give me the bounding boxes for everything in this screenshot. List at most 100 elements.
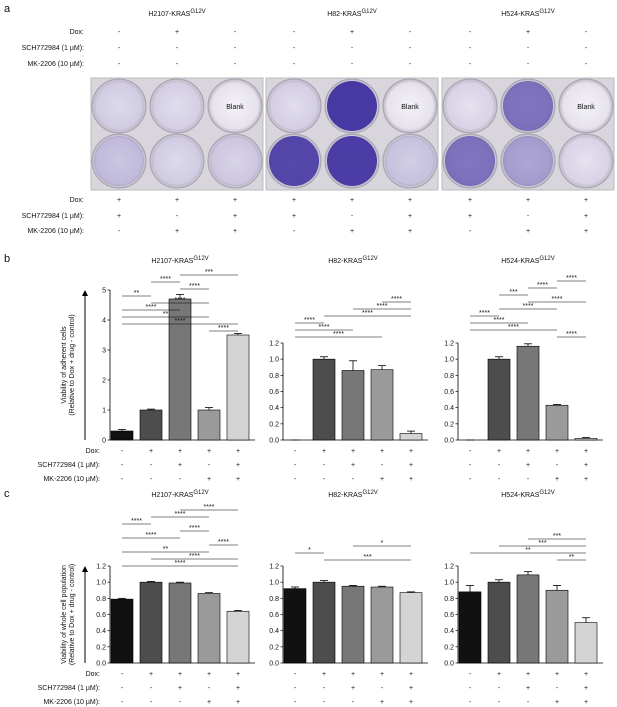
sign: - [352, 699, 355, 706]
significance-label: **** [523, 303, 534, 310]
y-tick-label: 0.2 [269, 644, 279, 651]
sign: - [150, 462, 153, 469]
bar [516, 345, 540, 441]
sign: + [236, 685, 240, 692]
well [558, 78, 614, 134]
sign: - [176, 45, 179, 52]
significance-label: **** [131, 518, 142, 525]
sign: + [233, 213, 237, 220]
treatment-label: Dox: [70, 29, 84, 36]
treatment-label: MK-2206 (10 µM): [27, 228, 84, 235]
sign: - [498, 476, 501, 483]
y-tick-label: 0.2 [444, 421, 454, 428]
stain [445, 81, 495, 131]
sign: - [556, 462, 559, 469]
sign: + [178, 462, 182, 469]
bar [399, 433, 423, 441]
title-sup: G12V [361, 9, 376, 15]
treatment-label: SCH772984 (1 µM): [38, 462, 100, 469]
sign: + [584, 476, 588, 483]
stain [269, 81, 319, 131]
significance-label: ** [525, 547, 531, 554]
title-sup: G12V [362, 490, 377, 496]
bar [574, 438, 598, 441]
sign: + [584, 213, 588, 220]
significance-label: ** [569, 554, 575, 561]
title-main: H82-KRAS [327, 11, 362, 18]
chart-title: H82-KRASG12V [328, 490, 378, 499]
sign: + [584, 462, 588, 469]
sign: + [555, 671, 559, 678]
bar [168, 582, 192, 664]
sign: + [555, 699, 559, 706]
sign: - [118, 45, 121, 52]
sign: + [584, 699, 588, 706]
sign: + [175, 197, 179, 204]
y-tick-label: 0.8 [96, 596, 106, 603]
stain [385, 136, 435, 186]
sign: - [208, 462, 211, 469]
y-axis-label: (Relative to Dox + drug - control) [69, 314, 76, 415]
title-main: H82-KRAS [328, 258, 363, 265]
title-main: H2107-KRAS [151, 492, 193, 499]
chart-title: H524-KRASG12V [501, 9, 554, 18]
sign: - [585, 61, 588, 68]
panel-label: b [4, 253, 10, 265]
significance-label: **** [189, 283, 200, 290]
sign: + [236, 476, 240, 483]
y-tick-label: 0.0 [269, 661, 279, 668]
sign: - [556, 685, 559, 692]
y-tick-label: 5 [102, 288, 106, 295]
y-axis-label: Viability of whole cell population [61, 565, 68, 664]
stain [152, 81, 202, 131]
y-tick-label: 0.0 [96, 661, 106, 668]
sign: + [526, 197, 530, 204]
bar [545, 589, 569, 664]
y-tick-label: 1 [102, 408, 106, 415]
significance-label: **** [146, 532, 157, 539]
bar [341, 370, 365, 441]
title-main: H524-KRAS [501, 11, 539, 18]
sign: + [380, 671, 384, 678]
y-tick-label: 1.0 [269, 580, 279, 587]
y-tick-label: 0.8 [269, 373, 279, 380]
sign: + [149, 671, 153, 678]
significance-label: **** [508, 324, 519, 331]
chart-title: H2107-KRASG12V [148, 9, 205, 18]
y-tick-label: 1.2 [444, 341, 454, 348]
sign: + [351, 685, 355, 692]
sign: - [294, 699, 297, 706]
chart-title: H82-KRASG12V [327, 9, 377, 18]
sign: - [351, 213, 354, 220]
bar [574, 622, 598, 664]
sign: - [409, 61, 412, 68]
sign: - [527, 61, 530, 68]
sign: - [323, 699, 326, 706]
chart-title: H82-KRASG12V [328, 256, 378, 265]
sign: - [469, 685, 472, 692]
y-tick-label: 0.0 [444, 661, 454, 668]
y-tick-label: 1.0 [444, 580, 454, 587]
bar [168, 298, 192, 441]
sign: + [526, 671, 530, 678]
axis-arrowhead [82, 566, 88, 572]
significance-label: *** [553, 533, 561, 540]
sign: - [469, 228, 472, 235]
stain [94, 81, 144, 131]
stain [503, 136, 553, 186]
sign: - [469, 45, 472, 52]
sign: - [150, 699, 153, 706]
sign: - [469, 699, 472, 706]
y-tick-label: 0.6 [269, 612, 279, 619]
significance-label: **** [552, 296, 563, 303]
blank-label: Blank [577, 104, 595, 111]
sign: - [294, 462, 297, 469]
sign: + [380, 448, 384, 455]
sign: - [294, 685, 297, 692]
bar [370, 369, 394, 441]
well [382, 133, 438, 189]
sign: - [585, 45, 588, 52]
bar [516, 574, 540, 664]
significance-label: **** [189, 525, 200, 532]
title-sup: G12V [362, 256, 377, 262]
